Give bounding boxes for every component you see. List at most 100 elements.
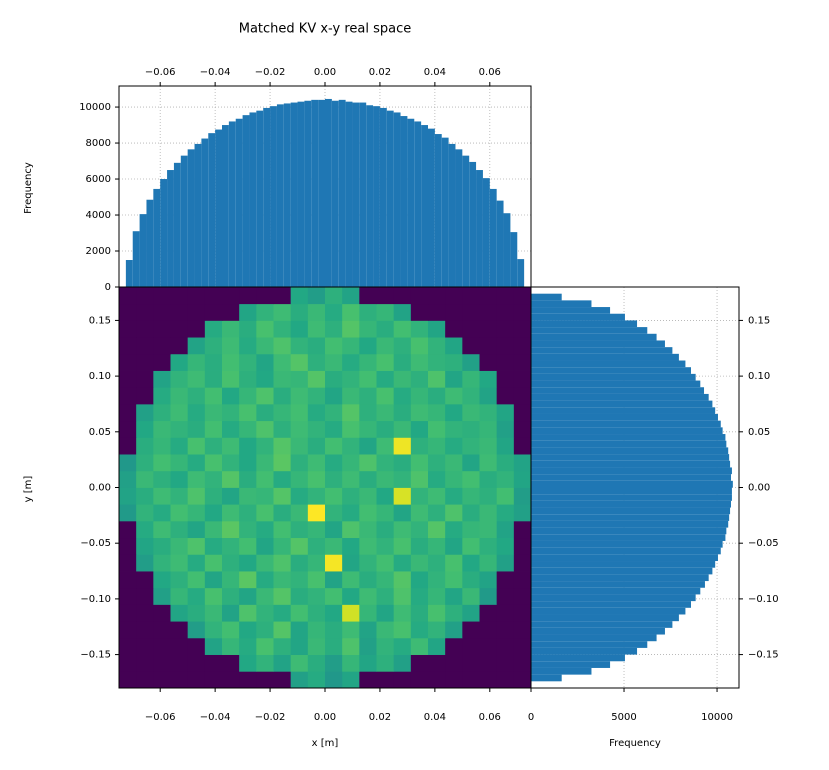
- heatmap-cell: [428, 587, 446, 605]
- heatmap-cell: [496, 320, 515, 338]
- heatmap-cell: [204, 337, 223, 355]
- heatmap-cell: [239, 437, 257, 455]
- heatmap-cell: [239, 520, 257, 539]
- heatmap-cell: [479, 520, 498, 539]
- heatmap-cell: [256, 403, 274, 422]
- bar: [256, 110, 264, 287]
- heatmap-cell: [136, 504, 154, 522]
- heatmap-cell: [307, 637, 326, 655]
- heatmap-cell: [119, 437, 137, 455]
- bar: [222, 125, 229, 288]
- heatmap-cell: [153, 454, 171, 472]
- heatmap-cell: [187, 637, 206, 655]
- heatmap-cell: [187, 520, 206, 539]
- heatmap-cell: [290, 353, 309, 371]
- heatmap-cell: [376, 504, 395, 522]
- heatmap-cell: [204, 387, 223, 405]
- heatmap-cell: [290, 654, 309, 672]
- heatmap-cell: [325, 370, 343, 388]
- heatmap-cell: [462, 370, 480, 388]
- heatmap-cell: [187, 353, 206, 371]
- heatmap-cell: [170, 637, 189, 655]
- heatmap-cell: [496, 671, 515, 689]
- heatmap-cell: [496, 637, 515, 655]
- bar: [167, 170, 174, 287]
- heatmap-cell: [376, 287, 395, 305]
- heatmap-cell: [376, 487, 395, 505]
- heatmap-cell: [359, 587, 377, 605]
- heatmap-cell: [428, 637, 446, 655]
- bar: [531, 674, 562, 682]
- bar: [153, 188, 161, 287]
- heatmap-cell: [307, 420, 326, 438]
- bar: [125, 260, 133, 287]
- heatmap-cell: [273, 487, 292, 505]
- heatmap-cell: [307, 287, 326, 305]
- bar: [531, 520, 729, 528]
- heatmap-cell: [222, 303, 240, 321]
- heatmap-cell: [513, 454, 532, 472]
- heatmap-cell: [256, 287, 274, 305]
- heatmap-cell: [204, 487, 223, 505]
- heatmap-cell: [307, 571, 326, 589]
- heatmap-cell: [307, 303, 326, 321]
- y-tick-label: 0.15: [89, 315, 111, 326]
- bar: [434, 134, 442, 287]
- heatmap-cell: [376, 303, 395, 321]
- heatmap-cell: [170, 554, 189, 572]
- heatmap-cell: [393, 587, 412, 605]
- heatmap-cell: [462, 337, 480, 355]
- heatmap-cell: [170, 487, 189, 505]
- y-tick-label: 0.00: [748, 483, 770, 494]
- heatmap-cell: [445, 554, 463, 572]
- heatmap-cell: [239, 470, 257, 488]
- heatmap-cell: [273, 537, 292, 555]
- heatmap-cell: [410, 353, 429, 371]
- heatmap-cell: [119, 504, 137, 522]
- heatmap-cell: [256, 353, 274, 371]
- heatmap-cell: [187, 604, 206, 622]
- heatmap-cell: [325, 337, 343, 355]
- x-axis-label: x [m]: [312, 738, 339, 749]
- heatmap-cell: [359, 303, 377, 321]
- heatmap-cell: [479, 353, 498, 371]
- heatmap-cell: [290, 387, 309, 405]
- heatmap-cell: [290, 671, 309, 689]
- heatmap-cell: [187, 403, 206, 422]
- heatmap-cell: [496, 604, 515, 622]
- heatmap-cell: [479, 604, 498, 622]
- heatmap-cell: [342, 604, 360, 622]
- heatmap-cell: [273, 403, 292, 422]
- heatmap-cell: [359, 604, 377, 622]
- heatmap-cell: [170, 353, 189, 371]
- heatmap-cell: [290, 470, 309, 488]
- y-tick-label: 0.05: [748, 427, 770, 438]
- bar: [531, 540, 723, 548]
- heatmap-cell: [359, 621, 377, 639]
- heatmap-cell: [376, 654, 395, 672]
- heatmap-cell: [204, 353, 223, 371]
- heatmap-cell: [445, 520, 463, 539]
- heatmap-cell: [239, 387, 257, 405]
- heatmap-cell: [428, 320, 446, 338]
- bar: [531, 634, 657, 642]
- heatmap-cell: [325, 604, 343, 622]
- heatmap-cell: [325, 487, 343, 505]
- heatmap-cell: [513, 387, 532, 405]
- heatmap-cell: [496, 403, 515, 422]
- heatmap-cell: [393, 420, 412, 438]
- heatmap-cell: [204, 621, 223, 639]
- heatmap-cell: [462, 554, 480, 572]
- heatmap-cell: [376, 454, 395, 472]
- heatmap-cell: [496, 537, 515, 555]
- heatmap-cell: [428, 454, 446, 472]
- bar: [345, 101, 353, 287]
- heatmap-cell: [462, 454, 480, 472]
- heatmap-cell: [273, 420, 292, 438]
- heatmap-cell: [222, 454, 240, 472]
- heatmap-cell: [170, 303, 189, 321]
- heatmap-cell: [119, 403, 137, 422]
- heatmap-cell: [462, 571, 480, 589]
- heatmap-cell: [119, 303, 137, 321]
- heatmap-cell: [256, 437, 274, 455]
